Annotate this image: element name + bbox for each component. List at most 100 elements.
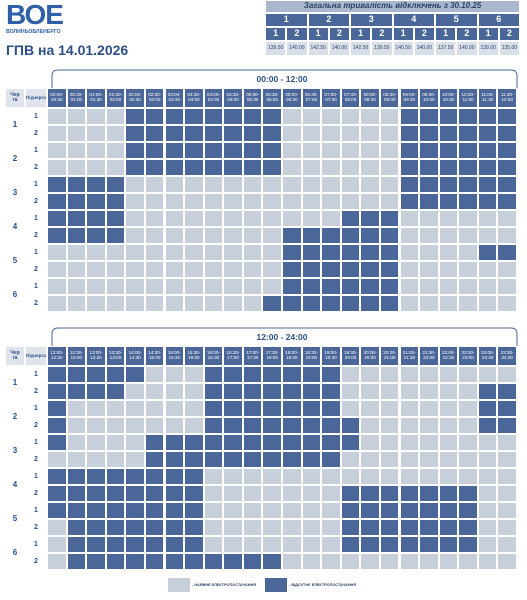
schedule-cell xyxy=(477,502,498,519)
schedule-cell xyxy=(105,193,126,210)
schedule-cell xyxy=(86,519,106,536)
schedule-cell xyxy=(438,485,459,502)
schedule-cell xyxy=(144,108,165,125)
schedule-cell xyxy=(301,142,322,159)
schedule-cell xyxy=(184,451,204,468)
schedule-cell xyxy=(282,502,302,519)
schedule-cell xyxy=(203,210,224,227)
schedule-cell xyxy=(86,142,106,159)
schedule-cell xyxy=(419,536,439,553)
schedule-cell xyxy=(66,553,87,570)
schedule-cell xyxy=(321,451,341,468)
schedule-cell xyxy=(340,193,361,210)
schedule-cell xyxy=(321,400,341,417)
schedule-cell xyxy=(497,417,517,434)
schedule-cell xyxy=(360,468,380,485)
summary-value: 140.00 xyxy=(286,41,308,56)
summary-title: Загальна тривалість відключень з 30.10.2… xyxy=(265,0,520,13)
schedule-cell xyxy=(399,434,420,451)
schedule-cell xyxy=(66,227,87,244)
schedule-cell xyxy=(419,485,439,502)
schedule-cell xyxy=(360,142,380,159)
time-slot-header: 01:00-01:30 xyxy=(86,88,106,108)
schedule-cell xyxy=(86,468,106,485)
schedule-cell xyxy=(184,383,204,400)
schedule-cell xyxy=(164,400,185,417)
queue-label: 5 xyxy=(5,244,25,278)
schedule-cell xyxy=(262,108,282,125)
schedule-cell xyxy=(399,519,420,536)
schedule-cell xyxy=(105,536,126,553)
schedule-cell xyxy=(203,366,224,383)
summary-value: 140.00 xyxy=(456,41,478,56)
schedule-cell xyxy=(125,468,145,485)
schedule-cell xyxy=(340,519,361,536)
schedule-cell xyxy=(399,553,420,570)
schedule-cell xyxy=(47,536,67,553)
schedule-cell xyxy=(497,142,517,159)
schedule-cell xyxy=(321,468,341,485)
schedule-cell xyxy=(242,383,263,400)
schedule-cell xyxy=(282,468,302,485)
schedule-cell xyxy=(242,295,263,312)
summary-subqueue: 1 xyxy=(307,27,329,41)
schedule-cell xyxy=(184,295,204,312)
schedule-cell xyxy=(340,536,361,553)
schedule-cell xyxy=(321,417,341,434)
schedule-cell xyxy=(497,244,517,261)
schedule-cell xyxy=(497,278,517,295)
schedule-cell xyxy=(379,417,400,434)
schedule-cell xyxy=(105,485,126,502)
schedule-cell xyxy=(66,519,87,536)
schedule-cell xyxy=(144,400,165,417)
schedule-cell xyxy=(379,536,400,553)
schedule-cell xyxy=(262,210,282,227)
schedule-cell xyxy=(184,417,204,434)
schedule-cell xyxy=(86,244,106,261)
schedule-cell xyxy=(125,108,145,125)
schedule-cell xyxy=(203,519,224,536)
schedule-cell xyxy=(66,485,87,502)
schedule-cell xyxy=(184,159,204,176)
schedule-cell xyxy=(223,434,243,451)
schedule-cell xyxy=(242,125,263,142)
schedule-cell xyxy=(66,142,87,159)
schedule-cell xyxy=(125,519,145,536)
schedule-cell xyxy=(458,451,478,468)
schedule-cell xyxy=(66,193,87,210)
time-slot-header: 19:30-20:00 xyxy=(340,346,361,366)
schedule-cell xyxy=(223,278,243,295)
schedule-cell xyxy=(144,485,165,502)
schedule-cell xyxy=(164,227,185,244)
schedule-cell xyxy=(242,227,263,244)
schedule-cell xyxy=(47,193,67,210)
schedule-cell xyxy=(321,502,341,519)
subqueue-label: 1 xyxy=(25,502,47,519)
schedule-cell xyxy=(86,125,106,142)
schedule-cell xyxy=(203,417,224,434)
schedule-cell xyxy=(419,142,439,159)
time-slot-header: 07:00-07:30 xyxy=(321,88,341,108)
schedule-cell xyxy=(125,244,145,261)
time-slot-header: 20:00-20:30 xyxy=(360,346,380,366)
schedule-cell xyxy=(242,176,263,193)
queue-label: 3 xyxy=(5,434,25,468)
schedule-cell xyxy=(242,366,263,383)
schedule-cell xyxy=(125,159,145,176)
schedule-cell xyxy=(105,366,126,383)
schedule-cell xyxy=(47,210,67,227)
schedule-cell xyxy=(419,434,439,451)
time-slot-header: 21:00-21:30 xyxy=(399,346,420,366)
schedule-cell xyxy=(477,210,498,227)
schedule-cell xyxy=(458,125,478,142)
schedule-cell xyxy=(144,553,165,570)
schedule-cell xyxy=(360,278,380,295)
schedule-cell xyxy=(47,417,67,434)
schedule-cell xyxy=(340,244,361,261)
schedule-cell xyxy=(223,451,243,468)
summary-value: 140.00 xyxy=(413,41,435,56)
schedule-cell xyxy=(340,366,361,383)
schedule-cell xyxy=(242,108,263,125)
schedule-cell xyxy=(419,519,439,536)
schedule-cell xyxy=(282,210,302,227)
